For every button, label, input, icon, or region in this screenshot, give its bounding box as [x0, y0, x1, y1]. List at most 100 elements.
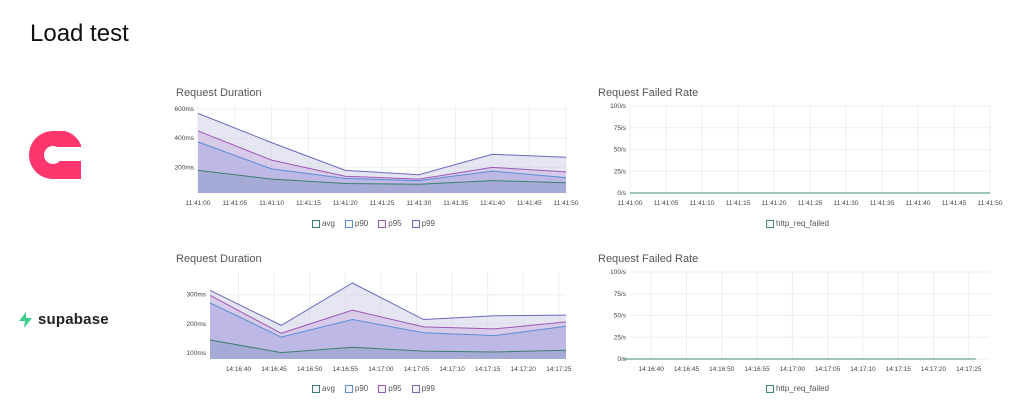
line-p95 [197, 130, 567, 180]
appwrite-logo [29, 130, 83, 184]
x-tick-label: 14:16:40 [226, 366, 252, 373]
x-tick-label: 11:41:05 [654, 200, 679, 207]
x-tick-label: 14:17:05 [404, 366, 430, 373]
legend-swatch [378, 219, 387, 228]
x-tick-label: 14:16:45 [261, 366, 287, 373]
x-tick-label: 11:41:45 [942, 200, 967, 207]
x-tick-label: 14:17:15 [886, 366, 912, 373]
x-tick-label: 11:41:10 [690, 200, 715, 207]
legend-label: p99 [421, 219, 435, 228]
legend-swatch [411, 384, 420, 393]
legend-item-p95[interactable]: p95 [378, 219, 402, 228]
line-p99 [209, 282, 567, 326]
x-tick-label: 14:17:25 [546, 366, 572, 373]
supabase-bolt-icon [19, 311, 32, 328]
x-tick-label: 14:16:45 [674, 366, 700, 373]
line-p90 [197, 141, 567, 182]
legend-label: p95 [388, 384, 402, 393]
x-tick-label: 14:17:20 [921, 366, 947, 373]
legend-label: p99 [421, 384, 435, 393]
x-tick-label: 11:41:35 [870, 200, 895, 207]
x-tick-label: 11:41:20 [762, 200, 787, 207]
x-tick-label: 14:17:05 [815, 366, 841, 373]
x-tick-label: 11:41:00 [186, 200, 211, 207]
legend-swatch [411, 219, 420, 228]
x-tick-label: 11:41:30 [406, 200, 431, 207]
y-tick-label: 100/s [610, 269, 627, 276]
y-tick-label: 400ms [174, 135, 194, 142]
legend-item-p90[interactable]: p90 [344, 219, 369, 228]
x-tick-label: 14:17:10 [850, 366, 876, 373]
y-tick-label: 200ms [186, 321, 206, 328]
legend-failed-2: http_req_failed [766, 384, 829, 393]
x-tick-label: 14:17:00 [368, 366, 394, 373]
legend-label: p90 [354, 219, 369, 228]
x-tick-label: 11:41:30 [834, 200, 859, 207]
y-tick-label: 300ms [186, 292, 206, 299]
legend-item-http_req_failed[interactable]: http_req_failed [766, 384, 829, 393]
legend-label: avg [322, 384, 335, 393]
chart-title-failed-2: Request Failed Rate [598, 253, 699, 265]
legend-item-http_req_failed[interactable]: http_req_failed [766, 219, 829, 228]
x-tick-label: 11:41:00 [618, 200, 643, 207]
x-tick-label: 14:17:00 [780, 366, 806, 373]
x-tick-label: 14:17:15 [475, 366, 501, 373]
y-tick-label: 50/s [614, 313, 627, 320]
legend-item-p90[interactable]: p90 [344, 384, 369, 393]
y-tick-label: 75/s [614, 125, 627, 132]
y-tick-label: 25/s [614, 168, 627, 175]
legend-label: p90 [354, 384, 369, 393]
x-tick-label: 11:41:25 [370, 200, 395, 207]
line-p99 [197, 112, 567, 176]
x-tick-label: 11:41:35 [443, 200, 468, 207]
line-p95 [209, 294, 567, 334]
x-tick-label: 11:41:45 [517, 200, 542, 207]
legend-label: http_req_failed [776, 219, 829, 228]
legend-item-p99[interactable]: p99 [411, 219, 435, 228]
chart-title-duration-1: Request Duration [176, 87, 262, 99]
page-title: Load test [30, 20, 129, 47]
x-tick-label: 11:41:50 [978, 200, 1003, 207]
legend-duration-2: avg p90 p95 p99 [312, 384, 435, 393]
x-tick-label: 11:41:10 [259, 200, 284, 207]
x-tick-label: 11:41:20 [333, 200, 358, 207]
supabase-logo: supabase [18, 311, 109, 328]
x-tick-label: 14:16:55 [333, 366, 359, 373]
x-tick-label: 14:16:55 [744, 366, 770, 373]
legend-duration-1: avg p90 p95 p99 [312, 219, 435, 228]
legend-item-avg[interactable]: avg [312, 384, 335, 393]
y-tick-label: 200ms [174, 164, 194, 171]
y-tick-label: 50/s [614, 147, 627, 154]
supabase-wordmark: supabase [38, 311, 109, 328]
x-tick-label: 11:41:40 [480, 200, 505, 207]
line-avg [209, 339, 567, 354]
x-tick-label: 14:16:50 [297, 366, 323, 373]
legend-item-p99[interactable]: p99 [411, 384, 435, 393]
y-tick-label: 75/s [614, 291, 627, 298]
x-tick-label: 11:41:15 [296, 200, 321, 207]
x-tick-label: 11:41:50 [554, 200, 579, 207]
legend-swatch [378, 384, 387, 393]
chart-title-failed-1: Request Failed Rate [598, 87, 699, 99]
legend-item-p95[interactable]: p95 [378, 384, 402, 393]
legend-failed-1: http_req_failed [766, 219, 829, 228]
chart-title-duration-2: Request Duration [176, 253, 262, 265]
y-tick-label: 0/s [617, 356, 626, 363]
legend-swatch [766, 219, 774, 228]
line-p90 [209, 302, 567, 338]
legend-item-avg[interactable]: avg [312, 219, 335, 228]
x-tick-label: 14:17:20 [511, 366, 537, 373]
y-tick-label: 25/s [614, 334, 627, 341]
x-tick-label: 11:41:15 [726, 200, 751, 207]
legend-label: p95 [388, 219, 402, 228]
x-tick-label: 14:17:25 [956, 366, 982, 373]
y-tick-label: 100ms [186, 350, 206, 357]
y-tick-label: 600ms [174, 106, 194, 113]
area-avg [198, 170, 566, 193]
legend-swatch [344, 384, 353, 393]
line-avg [197, 169, 567, 185]
x-tick-label: 11:41:05 [222, 200, 247, 207]
area-p90 [210, 302, 566, 359]
x-tick-label: 14:16:40 [639, 366, 665, 373]
